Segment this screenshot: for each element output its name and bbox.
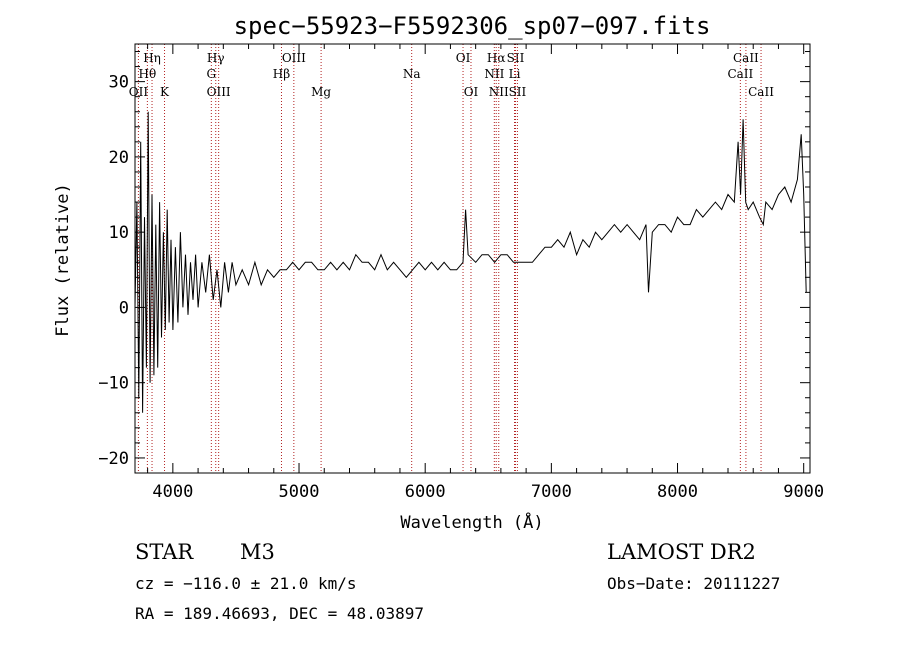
line-label-4: Hγ bbox=[207, 51, 225, 65]
line-label-15: NII bbox=[489, 85, 509, 99]
x-tick-label-2: 6000 bbox=[405, 482, 446, 502]
line-label-10: Na bbox=[403, 67, 421, 81]
y-tick-label-5: 30 bbox=[109, 73, 129, 93]
y-tick-label-2: 0 bbox=[119, 298, 129, 318]
x-tick-label-1: 5000 bbox=[279, 482, 320, 502]
line-label-9: Mg bbox=[311, 85, 331, 99]
line-label-3: K bbox=[160, 85, 170, 99]
y-tick-label-0: −20 bbox=[98, 449, 129, 469]
line-label-18: SII bbox=[509, 85, 527, 99]
line-label-13: Hα bbox=[487, 51, 506, 65]
line-label-14: NII bbox=[484, 67, 504, 81]
line-label-12: OI bbox=[464, 85, 479, 99]
line-label-19: CaII bbox=[733, 51, 759, 65]
x-tick-label-0: 4000 bbox=[152, 482, 193, 502]
x-tick-label-5: 9000 bbox=[783, 482, 824, 502]
line-label-21: CaII bbox=[748, 85, 774, 99]
observation-date: Obs−Date: 20111227 bbox=[607, 574, 781, 593]
y-tick-label-1: −10 bbox=[98, 374, 129, 394]
y-axis-label: Flux (relative) bbox=[53, 183, 73, 337]
object-class: STAR bbox=[135, 540, 194, 564]
x-axis-label: Wavelength (Å) bbox=[400, 511, 543, 533]
y-tick-label-4: 20 bbox=[109, 148, 129, 168]
line-label-0: OII bbox=[129, 85, 149, 99]
line-label-16: SII bbox=[507, 51, 525, 65]
line-label-7: OIII bbox=[282, 51, 306, 65]
line-label-5: G bbox=[207, 67, 217, 81]
x-tick-label-3: 7000 bbox=[531, 482, 572, 502]
y-axis: −20 −10 0 10 20 30 bbox=[98, 51, 810, 469]
spectral-line-markers: OIIHηHθKHγGOIIIOIIIHβMgNaOIOIHαNIINIISII… bbox=[129, 44, 774, 473]
plot-frame bbox=[134, 43, 811, 474]
redshift-velocity: cz = −116.0 ± 21.0 km/s bbox=[135, 574, 357, 593]
ra-dec: RA = 189.46693, DEC = 48.03897 bbox=[135, 604, 424, 623]
chart-title: spec−55923−F5592306_sp07−097.fits bbox=[234, 12, 711, 40]
line-label-1: Hη bbox=[143, 51, 161, 65]
survey-name: LAMOST DR2 bbox=[607, 540, 756, 564]
line-label-17: Li bbox=[509, 67, 521, 81]
line-label-11: OI bbox=[456, 51, 471, 65]
object-subclass: M3 bbox=[240, 540, 275, 564]
spectrum-line bbox=[134, 111, 807, 413]
line-label-8: Hβ bbox=[273, 67, 290, 81]
y-tick-label-3: 10 bbox=[109, 223, 129, 243]
x-tick-label-4: 8000 bbox=[657, 482, 698, 502]
line-label-2: Hθ bbox=[139, 67, 157, 81]
line-label-6: OIII bbox=[207, 85, 231, 99]
line-label-20: CaII bbox=[727, 67, 753, 81]
x-axis: 4000 5000 6000 7000 8000 9000 bbox=[147, 44, 824, 502]
